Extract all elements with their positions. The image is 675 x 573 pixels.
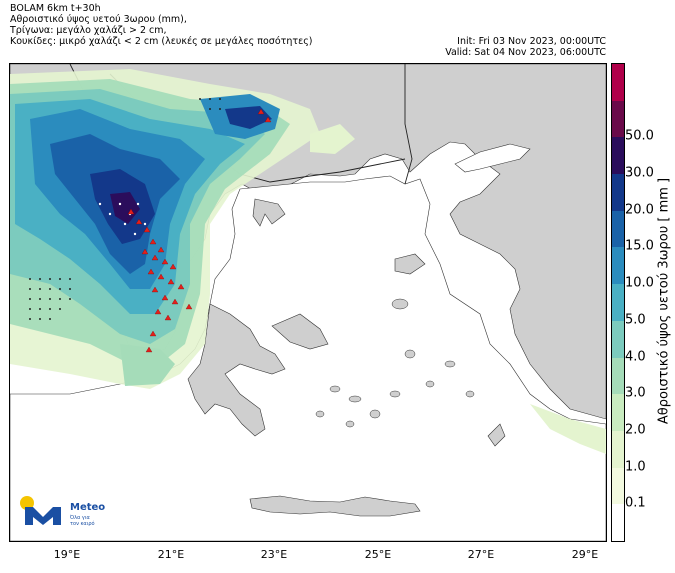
logo-tagline: Όλα για τον καιρό — [70, 515, 95, 527]
lon-label-19: 19°E — [53, 548, 81, 561]
colorbar-tick-label: 15.0 — [625, 238, 654, 254]
colorbar-segment — [612, 394, 624, 431]
colorbar-tick-label: 20.0 — [625, 202, 654, 218]
init-time: Init: Fri 03 Nov 2023, 00:00UTC — [457, 36, 606, 47]
dot-legend-note: Κουκίδες: μικρό χαλάζι < 2 cm (λευκές σε… — [10, 36, 313, 47]
model-run-title: BOLAM 6km t+30h — [10, 3, 101, 14]
colorbar-segment — [612, 210, 624, 248]
colorbar-segment — [612, 64, 624, 101]
lon-label-21: 21°E — [157, 548, 185, 561]
triangle-legend-note: Τρίγωνα: μεγάλο χαλάζι > 2 cm, — [10, 25, 167, 36]
colorbar-segment — [612, 247, 624, 285]
colorbar-tick-label: 30.0 — [625, 165, 654, 181]
precipitation-map — [9, 63, 607, 542]
map-header: BOLAM 6km t+30h Αθροιστικό ύψος υετού 3ω… — [10, 3, 313, 47]
colorbar-tick-label: 3.0 — [625, 385, 646, 401]
lon-label-27: 27°E — [467, 548, 495, 561]
run-times: Init: Fri 03 Nov 2023, 00:00UTC Valid: S… — [445, 36, 606, 58]
colorbar-tick-label: 1.0 — [625, 459, 646, 475]
colorbar-segment — [612, 504, 624, 541]
colorbar-segment — [612, 284, 624, 321]
colorbar-tick-label: 10.0 — [625, 275, 654, 291]
valid-time: Valid: Sat 04 Nov 2023, 06:00UTC — [445, 47, 606, 58]
land-rhodes — [487, 423, 506, 447]
lon-label-25: 25°E — [364, 548, 392, 561]
large-amount-hail-dots — [98, 202, 147, 236]
lon-label-23: 23°E — [260, 548, 288, 561]
colorbar-segment — [612, 137, 624, 175]
colorbar-segment — [612, 430, 624, 468]
colorbar-segment — [612, 174, 624, 211]
colorbar-tick-label: 0.1 — [625, 495, 646, 511]
colorbar — [611, 63, 625, 542]
land-crete — [249, 495, 421, 517]
land-cyclades — [315, 298, 475, 428]
sea-marmara — [454, 143, 531, 173]
colorbar-label: Αθροιστικό ύψος υετού 3ωρου [ mm ] — [656, 177, 672, 425]
small-hail-dots — [29, 98, 221, 320]
colorbar-tick-label: 50.0 — [625, 128, 654, 144]
land-evia — [271, 313, 329, 350]
variable-description: Αθροιστικό ύψος υετού 3ωρου (mm), — [10, 14, 187, 25]
colorbar-segment — [612, 320, 624, 358]
land-greece-mainland — [187, 303, 286, 437]
colorbar-segment — [612, 467, 624, 505]
colorbar-tick-label: 5.0 — [625, 312, 646, 328]
colorbar-segment — [612, 357, 624, 395]
colorbar-segment — [612, 100, 624, 138]
logo-name: Meteo — [70, 502, 106, 513]
colorbar-tick-label: 2.0 — [625, 422, 646, 438]
land-lesbos — [394, 253, 426, 275]
large-hail-triangles — [127, 108, 272, 353]
colorbar-tick-label: 4.0 — [625, 349, 646, 365]
precipitation-field — [10, 69, 606, 454]
lon-label-29: 29°E — [571, 548, 599, 561]
meteo-logo — [20, 496, 61, 525]
land-chalkidiki — [252, 198, 286, 227]
